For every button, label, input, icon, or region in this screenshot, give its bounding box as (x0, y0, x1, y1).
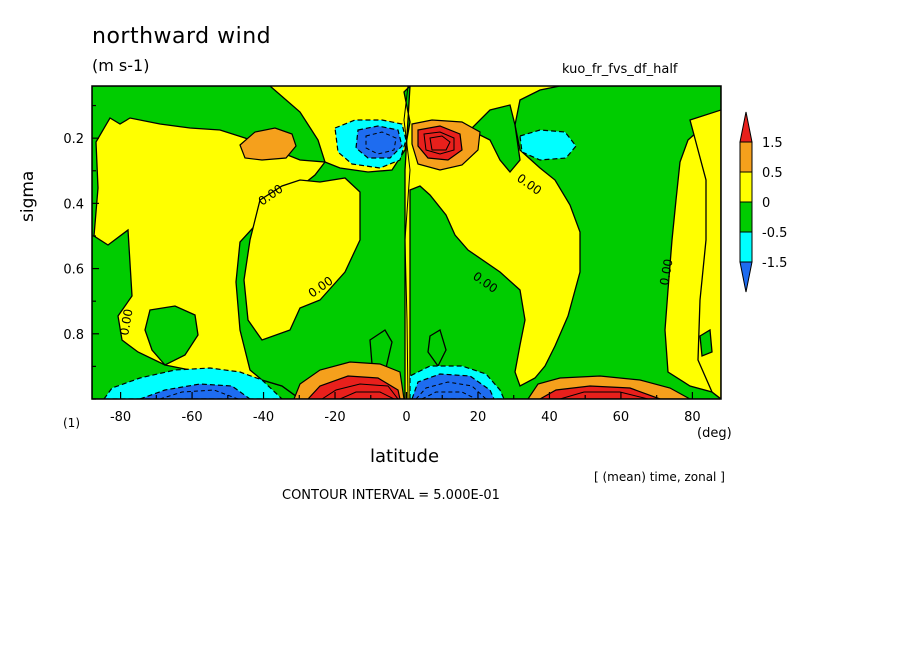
colorbar-label-5: -1.5 (762, 256, 787, 271)
colorbar-bottom-arrow (739, 261, 753, 293)
strong-negative-cell-nh-tropic-lower (411, 373, 495, 399)
strong-positive-cell-upper (417, 125, 463, 161)
x-tick-label: -60 (181, 410, 202, 425)
positive-cell-sh-upper (239, 127, 297, 161)
chart-title: northward wind (92, 24, 272, 49)
negative-region-nh-mid (409, 86, 721, 399)
y-tick-label: 0.4 (63, 197, 84, 212)
x-tick-label: -20 (324, 410, 345, 425)
y-tick-label: 0.2 (63, 132, 84, 147)
chart-units: (m s-1) (92, 56, 150, 75)
contour-label-zero-6: 0.00 (657, 258, 675, 287)
inner-contour-upper-blue (365, 131, 397, 155)
inner-contour-nh-red-lower (559, 391, 649, 399)
inner-contour-upper-red-2 (429, 135, 451, 151)
contour-label-zero-3: 0.00 (117, 308, 135, 337)
x-tick-label: 60 (613, 410, 630, 425)
colorbar (739, 111, 753, 293)
strong-negative-cell-upper (355, 125, 403, 159)
negative-cell-nh-upper-mid (519, 129, 577, 161)
x-tick-label: 40 (541, 410, 558, 425)
negative-cell-equatorial-2 (427, 329, 447, 368)
inner-contour-nh-blue-lower-2 (421, 391, 477, 399)
contour-interval: CONTOUR INTERVAL = 5.000E-01 (282, 488, 500, 503)
y-level-note: (1) (63, 416, 80, 430)
x-tick-label: 0 (402, 410, 410, 425)
y-tick-label: 0.8 (63, 328, 84, 343)
colorbar-label-4: -0.5 (762, 226, 787, 241)
colorbar-top-arrow (739, 111, 753, 143)
inner-contour-sh-red-lower-2 (339, 391, 395, 399)
positive-tongue-sh (243, 177, 361, 341)
colorbar-swatch-cyan (739, 231, 753, 263)
positive-strip-nh-polar (689, 109, 721, 399)
x-tick-label: -80 (110, 410, 131, 425)
x-axis-unit: (deg) (697, 426, 732, 441)
x-ticks (119, 392, 694, 399)
run-name: kuo_fr_fvs_df_half (562, 62, 678, 77)
colorbar-swatch-yellow (739, 171, 753, 203)
colorbar-label-2: 0.5 (762, 166, 783, 181)
colorbar-labels: 1.5 0.5 0 -0.5 -1.5 (762, 136, 787, 271)
colorbar-swatch-green (739, 201, 753, 233)
x-tick-label: 20 (470, 410, 487, 425)
equator-zero-line (403, 86, 411, 399)
x-axis-label: latitude (370, 446, 440, 467)
colorbar-swatch-orange (739, 141, 753, 173)
inner-contour-sh-red-lower (321, 383, 399, 399)
inner-contour-upper-red (423, 131, 455, 155)
negative-cell-sh-south (144, 305, 199, 366)
inner-contour-nh-blue-lower (415, 381, 487, 399)
averaging-note: [ (mean) time, zonal ] (594, 470, 725, 484)
x-tick-label: 80 (684, 410, 701, 425)
x-tick-label: -40 (253, 410, 274, 425)
negative-cell-equatorial (369, 329, 393, 369)
colorbar-label-1: 1.5 (762, 136, 783, 151)
negative-region-nh-upper (468, 104, 521, 174)
colorbar-label-3: 0 (762, 196, 770, 211)
negative-cell-nh-pole (699, 328, 713, 357)
y-ticks (92, 104, 99, 400)
y-tick-label: 0.6 (63, 263, 84, 278)
